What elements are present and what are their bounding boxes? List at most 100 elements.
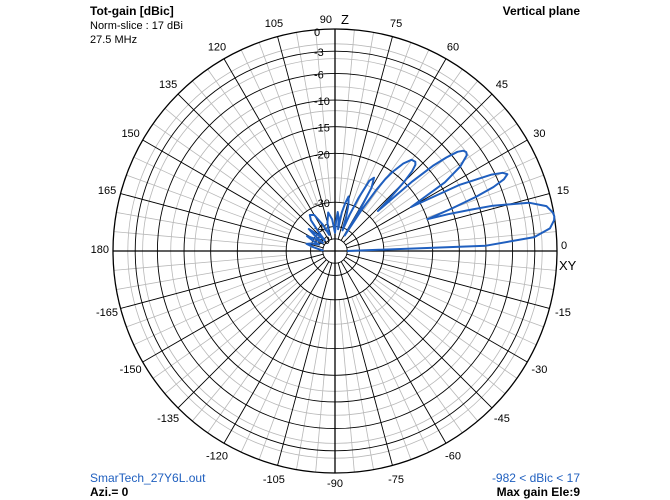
angle-tick-label: 90 [320,14,332,26]
frequency-label: 27.5 MHz [90,34,138,46]
norm-slice-label: Norm-slice : 17 dBi [90,20,183,32]
minor-spoke [374,278,518,379]
radial-tick-label: 0 [314,27,320,39]
minor-spoke [372,107,506,220]
angle-tick-label: -165 [96,307,118,319]
major-spoke [120,193,324,249]
minor-spoke [362,290,463,434]
minor-spoke [116,259,287,290]
minor-spoke [379,271,537,346]
minor-spoke [240,295,315,453]
minor-spoke [372,282,506,395]
major-spoke [343,259,493,409]
minor-spoke [164,282,298,395]
radial-tick-label: -10 [314,96,330,108]
minor-spoke [258,42,319,206]
minor-spoke [296,299,327,470]
minor-spoke [338,29,355,203]
minor-spoke [133,156,291,231]
radial-tick-label: -20 [314,149,330,161]
angle-tick-label: 180 [91,244,109,256]
minor-spoke [383,212,554,243]
minor-spoke [133,271,291,346]
gain-range-label: -982 < dBic < 17 [491,471,580,485]
max-gain-label: Max gain Ele:9 [496,485,580,499]
minor-spoke [207,68,308,212]
minor-spoke [351,296,412,460]
major-spoke [343,93,493,243]
file-name-label: SmarTech_27Y6L.out [90,471,206,485]
angle-tick-label: 60 [447,42,459,54]
major-spoke [223,261,330,444]
major-spoke [120,253,324,309]
minor-spoke [113,231,287,248]
angle-tick-label: 15 [557,185,569,197]
minor-spoke [207,290,308,434]
minor-spoke [366,80,479,214]
angle-tick-label: 30 [533,128,545,140]
angle-tick-label: 105 [265,18,283,30]
minor-spoke [374,123,518,224]
minor-spoke [343,32,374,203]
angle-tick-label: 165 [98,185,116,197]
major-spoke [177,259,327,409]
radial-tick-label: -15 [314,123,330,135]
angle-tick-label: -90 [327,478,343,490]
major-spoke [337,36,393,240]
major-spoke [177,93,327,243]
major-spoke [337,262,393,466]
major-spoke [277,262,333,466]
angle-tick-label: 135 [159,79,177,91]
minor-spoke [116,212,287,243]
minor-spoke [152,278,296,379]
minor-spoke [343,299,374,470]
minor-spoke [315,299,332,473]
chart-title: Tot-gain [dBic] [90,4,174,18]
gain-series-line [305,149,556,252]
tick-labels: 0-3-6-10-15-20-30-40-50 01530456075901051… [91,12,577,490]
radial-tick-label: -30 [314,198,330,210]
minor-spoke [380,174,544,235]
angle-tick-label: -120 [206,450,228,462]
angle-tick-label: 45 [496,79,508,91]
angle-tick-label: -45 [494,413,510,425]
angle-tick-label: -135 [157,413,179,425]
minor-spoke [191,288,304,422]
major-spoke [277,36,333,240]
radial-tick-label: -6 [314,69,324,81]
minor-spoke [240,49,315,207]
angle-tick-label: -60 [445,450,461,462]
plane-label: Vertical plane [502,4,580,18]
minor-spoke [379,156,537,231]
major-spoke [346,253,550,309]
minor-spoke [338,299,355,473]
minor-spoke [152,123,296,224]
minor-spoke [113,254,287,271]
angle-tick-label: 75 [390,18,402,30]
minor-spoke [164,107,298,220]
axis-z-label: Z [341,12,349,27]
minor-spoke [355,49,430,207]
angle-tick-label: -150 [120,364,142,376]
major-spoke [142,256,325,363]
angle-tick-label: -15 [555,307,571,319]
gain-trace [305,149,556,252]
minor-spoke [296,32,327,203]
minor-spoke [126,174,290,235]
minor-spoke [383,231,557,248]
angle-tick-label: 120 [208,42,226,54]
major-spoke [223,58,330,241]
axis-xy-label: XY [559,258,577,273]
minor-spoke [380,267,544,328]
minor-spoke [126,267,290,328]
minor-spoke [355,295,430,453]
angle-tick-label: 150 [121,128,139,140]
minor-spoke [258,296,319,460]
minor-spoke [191,80,304,214]
angle-tick-label: -105 [263,474,285,486]
major-grid [112,28,558,474]
angle-tick-label: -75 [388,474,404,486]
major-spoke [346,193,550,249]
angle-tick-label: -30 [531,364,547,376]
azimuth-label: Azi.= 0 [90,485,129,499]
